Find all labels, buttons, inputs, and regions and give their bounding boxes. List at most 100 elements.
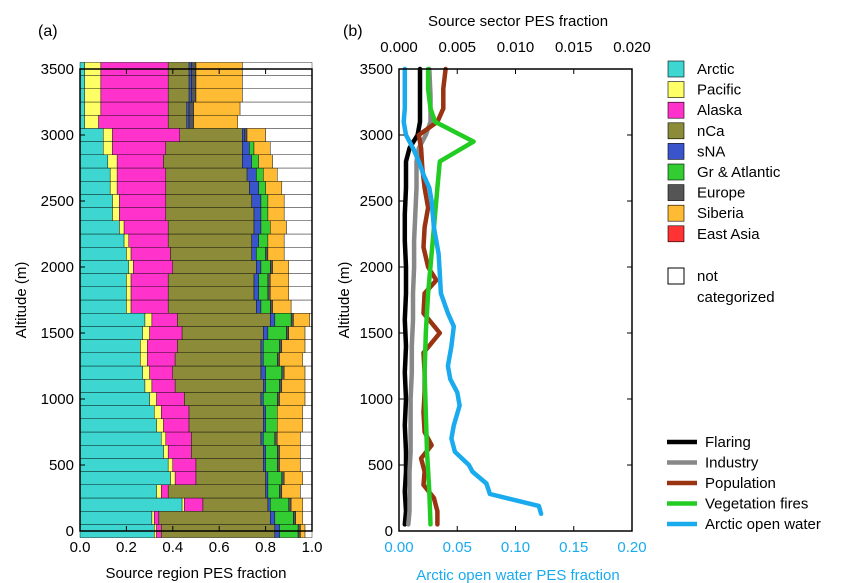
bar-gr-atlantic-1100 <box>265 379 280 393</box>
bar-nca-200 <box>202 497 269 512</box>
bar-europe-1000 <box>277 392 280 406</box>
bar-europe-2100 <box>265 246 269 261</box>
legend-swatch-nca <box>667 122 685 140</box>
bar-arctic-1500 <box>79 326 143 340</box>
bar-siberia-2000 <box>272 260 289 274</box>
bar-nca-2100 <box>170 246 252 261</box>
panel-b-y-tick-label: 1500 <box>360 325 393 342</box>
bar-nca-800 <box>188 418 264 433</box>
bar-alaska-1400 <box>147 339 178 354</box>
bar-siberia-2100 <box>267 246 285 261</box>
bar-nca-1500 <box>181 326 264 340</box>
legend-label-industry: Industry <box>705 455 759 472</box>
bar-arctic-2600 <box>79 180 111 195</box>
bar-nca-300 <box>167 484 266 499</box>
bar-gr-atlantic-1600 <box>274 313 292 327</box>
panel-b-y-tick-label: 3500 <box>360 61 393 78</box>
bar-europe-3200 <box>188 101 194 116</box>
bar-alaska-1700 <box>130 299 169 314</box>
bar-europe-100 <box>293 511 296 525</box>
legend-label-sna: sNA <box>697 143 725 160</box>
panel-b-top-tick-label: 0.000 <box>380 39 418 56</box>
bar-pacific-3200 <box>84 101 102 116</box>
legend-label-vegetation-fires: Vegetation fires <box>705 496 808 513</box>
bar-alaska-2400 <box>119 207 167 222</box>
bar-nca-1200 <box>172 365 262 380</box>
line-vegetation-fires <box>422 66 476 527</box>
bar-siberia-2500 <box>267 194 285 208</box>
panel-b-plot-frame <box>398 68 633 532</box>
panel-b-bottom-tick-label: 0.15 <box>559 539 588 556</box>
panel-b-lines <box>401 66 544 527</box>
bar-pacific-1200 <box>142 365 150 380</box>
panel-a-bars <box>79 62 313 538</box>
bar-not-categorized-1700 <box>290 299 313 314</box>
bar-europe-3100 <box>188 114 194 129</box>
legend-swatch-alaska <box>667 101 685 119</box>
bar-europe-1400 <box>279 339 283 354</box>
bar-siberia-3100 <box>193 114 238 129</box>
bar-sna-3000 <box>242 128 245 142</box>
panel-b-y-tick-label: 2000 <box>360 259 393 276</box>
bar-europe-3300 <box>191 88 197 103</box>
bar-not-categorized-3400 <box>242 75 313 89</box>
panel-a-x-tick-label: 1.0 <box>302 539 323 556</box>
bar-sna-2800 <box>242 154 252 169</box>
bar-pacific-500 <box>167 458 174 472</box>
bar-siberia-100 <box>295 511 303 525</box>
legend-swatch-arctic <box>667 60 685 78</box>
bar-not-categorized-2900 <box>270 141 313 156</box>
bar-pacific-600 <box>163 445 169 459</box>
panel-b-top-tick-label: 0.015 <box>555 39 593 56</box>
bar-sna-2600 <box>249 180 259 195</box>
bar-arctic-500 <box>79 458 169 472</box>
bar-siberia-1700 <box>272 299 292 314</box>
bar-gr-atlantic-2700 <box>256 167 264 182</box>
legend-label-arctic: Arctic <box>697 61 735 78</box>
bar-sna-3400 <box>188 75 192 89</box>
panel-b-y-tick-label: 2500 <box>360 193 393 210</box>
bar-alaska-2700 <box>116 167 167 182</box>
bar-sna-2000 <box>256 260 262 274</box>
panel-b-top-tick-label: 0.020 <box>613 39 651 56</box>
panel-b-top-ticks: 0.000 0.005 0.010 0.015 0.020 <box>380 39 651 74</box>
bar-pacific-2500 <box>112 194 120 208</box>
panel-a-y-tick-label: 1000 <box>41 391 74 408</box>
bar-europe-300 <box>279 484 283 499</box>
bar-gr-atlantic-800 <box>265 418 278 433</box>
bar-alaska-1500 <box>149 326 183 340</box>
panel-b-y-tick-label: 3000 <box>360 127 393 144</box>
bar-europe-600 <box>277 445 280 459</box>
bar-alaska-900 <box>160 405 190 420</box>
bar-europe-1700 <box>270 299 273 314</box>
bar-nca-1000 <box>184 392 262 406</box>
bar-europe-1800 <box>267 286 271 301</box>
bar-alaska-2200 <box>128 233 169 248</box>
bar-europe-3400 <box>191 75 197 89</box>
bar-siberia-700 <box>277 431 301 446</box>
panel-a-y-axis-label: Altitude (m) <box>13 262 30 339</box>
line-industry <box>406 66 433 527</box>
bar-siberia-800 <box>277 418 303 433</box>
legend-not-categorized-swatch <box>667 267 685 285</box>
bar-alaska-1200 <box>149 365 174 380</box>
bar-not-categorized-1500 <box>304 326 313 340</box>
bar-sna-1400 <box>260 339 264 354</box>
legend-swatch-europe <box>667 184 685 201</box>
bar-europe-1500 <box>286 326 290 340</box>
bar-alaska-300 <box>160 484 169 499</box>
panel-a-y-tick-label: 3500 <box>41 61 74 78</box>
line-arctic-open-water <box>401 66 544 517</box>
bar-not-categorized-500 <box>300 458 313 472</box>
bar-pacific-800 <box>156 418 164 433</box>
bar-siberia-2300 <box>270 220 287 235</box>
bar-sna-400 <box>265 471 269 486</box>
bar-nca-400 <box>195 471 266 486</box>
bar-pacific-1800 <box>126 286 132 301</box>
bar-alaska-200 <box>184 497 204 512</box>
bar-not-categorized-1300 <box>302 352 313 367</box>
panel-b-legend: Flaring Industry Population Vegetation fire… <box>667 434 821 533</box>
bar-siberia-3400 <box>195 75 243 89</box>
bar-arctic-2100 <box>79 246 127 261</box>
